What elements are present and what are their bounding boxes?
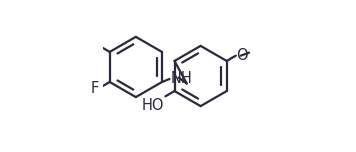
Text: F: F xyxy=(91,81,99,96)
Text: O: O xyxy=(236,48,248,63)
Text: HO: HO xyxy=(142,98,164,113)
Text: NH: NH xyxy=(170,71,192,86)
